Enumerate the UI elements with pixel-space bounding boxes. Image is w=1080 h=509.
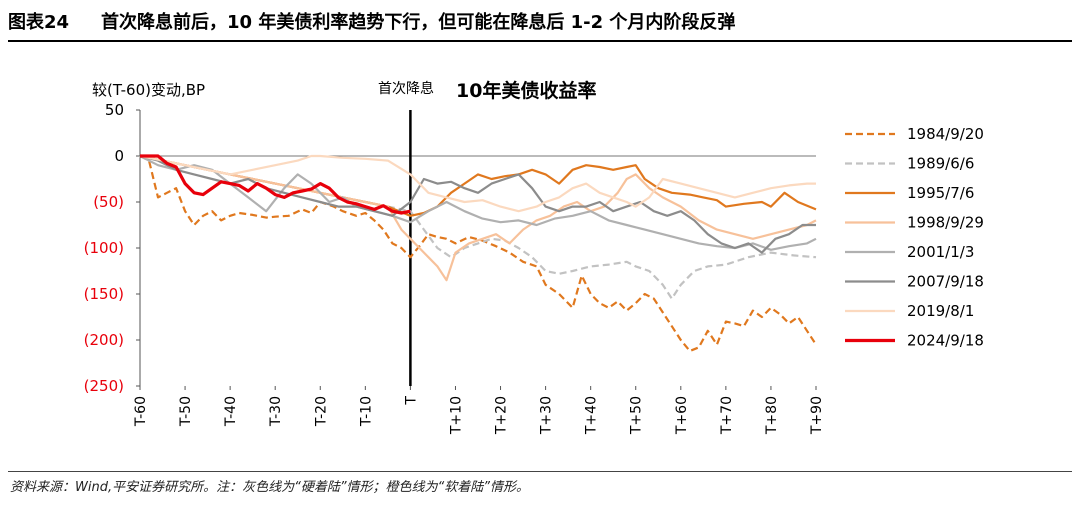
- x-tick-label: T+40: [584, 396, 600, 435]
- x-tick-label: T-60: [133, 396, 149, 427]
- x-tick-label: T-10: [358, 396, 374, 427]
- y-tick-label: (200): [84, 331, 124, 349]
- x-tick-label: T+30: [539, 396, 555, 435]
- y-tick-label: (250): [84, 377, 124, 395]
- legend-label: 1989/6/6: [907, 155, 974, 173]
- legend: 1984/9/20 1989/6/6 1995/7/6 1998/9/29 2001/1…: [845, 125, 984, 350]
- chart-title: 10年美债收益率: [456, 79, 596, 102]
- y-tick-label: (150): [84, 285, 124, 303]
- axes: 50 0 (50) (100) (150) (200) (250) T-60 T-50 T-40 T…: [84, 101, 825, 435]
- series-line: [139, 154, 816, 213]
- x-tick-label: T-50: [178, 396, 194, 427]
- y-tick-label: (50): [93, 193, 124, 211]
- x-tick-label: T+70: [719, 396, 735, 435]
- legend-label: 2001/1/3: [907, 243, 974, 261]
- series-line: [139, 154, 816, 254]
- y-axis-label: 较(T-60)变动,BP: [92, 81, 205, 99]
- legend-label: 2007/9/18: [907, 273, 984, 291]
- legend-label: 2024/9/18: [907, 332, 984, 350]
- y-tick-label: 50: [105, 101, 124, 119]
- legend-label: 2019/8/1: [907, 302, 974, 320]
- x-tick-label: T+60: [674, 396, 690, 435]
- legend-label: 1995/7/6: [907, 184, 974, 202]
- event-marker-label: 首次降息: [378, 80, 434, 97]
- figure-header: 图表24 首次降息前后，10 年美债利率趋势下行，但可能在降息后 1-2 个月内…: [8, 6, 1072, 42]
- x-tick-label: T+20: [494, 396, 510, 435]
- x-tick-label: T-30: [268, 396, 284, 427]
- series-line: [140, 154, 411, 215]
- figure-title: 首次降息前后，10 年美债利率趋势下行，但可能在降息后 1-2 个月内阶段反弹: [101, 12, 736, 33]
- legend-label: 1984/9/20: [907, 125, 984, 143]
- series-lines: [139, 154, 817, 353]
- series-line: [139, 155, 817, 353]
- source-note: 资料来源：Wind,平安证券研究所。注：灰色线为“硬着陆”情形；橙色线为“软着陆…: [10, 480, 530, 495]
- footer-divider: [8, 471, 1072, 472]
- x-tick-label: T: [403, 396, 419, 406]
- y-tick-label: 0: [114, 147, 124, 165]
- x-tick-label: T+50: [629, 396, 645, 435]
- x-tick-label: T-40: [223, 396, 239, 427]
- y-tick-label: (100): [84, 239, 124, 257]
- x-tick-label: T+80: [764, 396, 780, 435]
- x-tick-label: T+90: [809, 396, 825, 435]
- series-line: [139, 154, 817, 282]
- x-tick-label: T-20: [313, 396, 329, 427]
- x-tick-label: T+10: [448, 396, 464, 435]
- legend-label: 1998/9/29: [907, 214, 984, 232]
- figure-number: 图表24: [8, 12, 70, 33]
- series-line: [139, 155, 817, 251]
